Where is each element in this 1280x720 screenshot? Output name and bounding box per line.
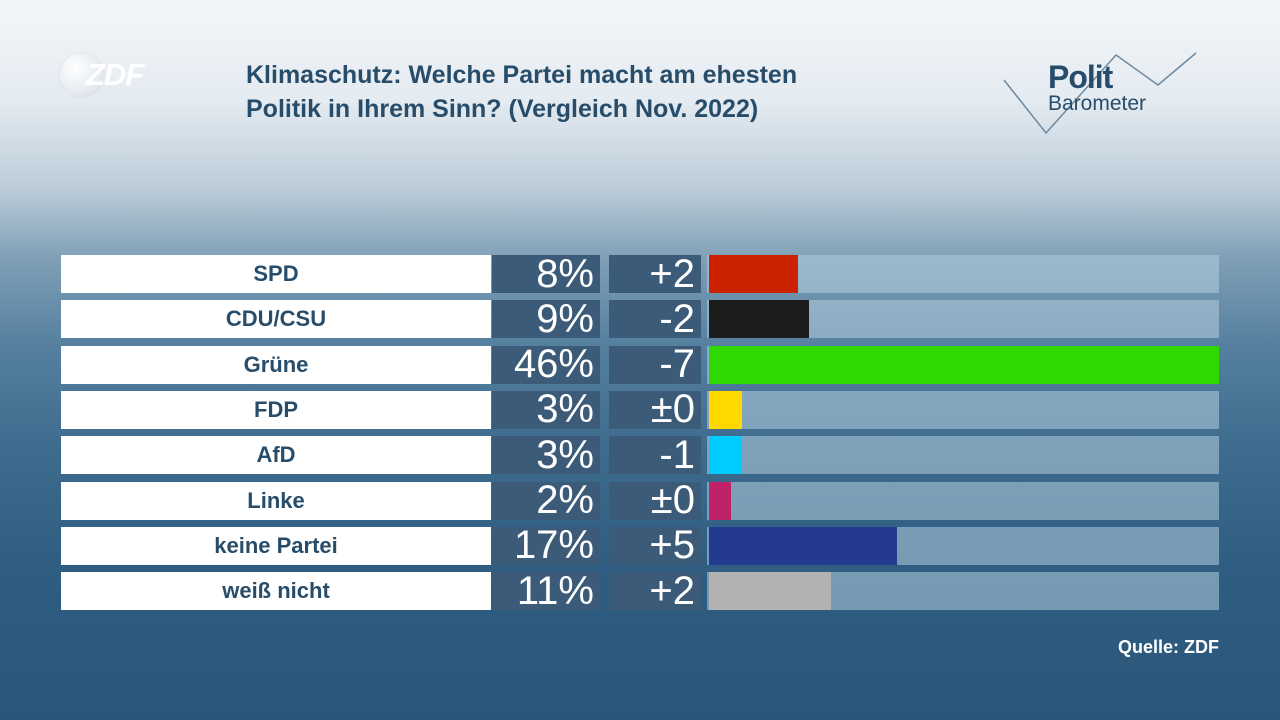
value-label: 9% bbox=[492, 297, 600, 341]
category-label: Linke bbox=[61, 481, 491, 520]
value-label: 2% bbox=[492, 478, 600, 522]
politbarometer-polit: Polit bbox=[1048, 59, 1113, 95]
bar bbox=[709, 300, 809, 339]
category-label: keine Partei bbox=[61, 526, 491, 565]
change-label: -7 bbox=[609, 342, 701, 386]
bar-track bbox=[707, 436, 1219, 475]
chart-row: FDP 3% ±0 bbox=[61, 387, 1221, 431]
value-label: 3% bbox=[492, 433, 600, 477]
bar bbox=[709, 572, 831, 611]
zdf-logo: ZDF bbox=[60, 52, 170, 98]
category-label: Grüne bbox=[61, 345, 491, 384]
chart-row: SPD 8% +2 bbox=[61, 252, 1221, 296]
category-label: AfD bbox=[61, 436, 491, 475]
category-label: SPD bbox=[61, 255, 491, 293]
bar bbox=[709, 255, 798, 293]
zdf-logo-disc bbox=[60, 53, 104, 97]
chart-row: keine Partei 17% +5 bbox=[61, 523, 1221, 567]
chart-title: Klimaschutz: Welche Partei macht am ehes… bbox=[246, 58, 966, 126]
chart-row: AfD 3% -1 bbox=[61, 433, 1221, 477]
chart-title-line-1: Klimaschutz: Welche Partei macht am ehes… bbox=[246, 61, 798, 89]
value-label: 17% bbox=[492, 523, 600, 567]
category-label: weiß nicht bbox=[61, 572, 491, 611]
bar-track bbox=[707, 390, 1219, 429]
change-label: +2 bbox=[609, 252, 701, 296]
value-label: 3% bbox=[492, 387, 600, 431]
bar-track bbox=[707, 481, 1219, 520]
zdf-logo-text: ZDF bbox=[86, 57, 144, 92]
change-label: -2 bbox=[609, 297, 701, 341]
value-label: 46% bbox=[492, 342, 600, 386]
bar bbox=[709, 436, 743, 475]
bar-track bbox=[707, 255, 1219, 293]
bar-track bbox=[707, 345, 1219, 384]
bar bbox=[709, 390, 743, 429]
change-label: ±0 bbox=[609, 387, 701, 431]
chart-row: Grüne 46% -7 bbox=[61, 342, 1221, 386]
chart-row: Linke 2% ±0 bbox=[61, 478, 1221, 522]
politbarometer-zigzag-icon bbox=[1003, 52, 1197, 135]
bar-chart: SPD 8% +2 CDU/CSU 9% -2 Grüne 46% -7 FDP 3% ±0 AfD 3%… bbox=[61, 252, 1221, 613]
category-label: CDU/CSU bbox=[61, 300, 491, 339]
source-label: Quelle: ZDF bbox=[1117, 637, 1219, 657]
bar-track bbox=[707, 572, 1219, 611]
bar-track bbox=[707, 300, 1219, 339]
value-label: 8% bbox=[492, 252, 600, 296]
bar bbox=[709, 345, 1219, 384]
change-label: ±0 bbox=[609, 478, 701, 522]
change-label: -1 bbox=[609, 433, 701, 477]
bar bbox=[709, 481, 732, 520]
value-label: 11% bbox=[492, 569, 600, 613]
chart-row: CDU/CSU 9% -2 bbox=[61, 297, 1221, 341]
chart-title-line-2: Politik in Ihrem Sinn? (Vergleich Nov. 2… bbox=[246, 95, 759, 123]
politbarometer-logo: Polit Barometer bbox=[1000, 45, 1210, 140]
change-label: +5 bbox=[609, 523, 701, 567]
chart-row: weiß nicht 11% +2 bbox=[61, 569, 1221, 613]
change-label: +2 bbox=[609, 569, 701, 613]
bar bbox=[709, 526, 898, 565]
politbarometer-barometer: Barometer bbox=[1048, 92, 1147, 115]
bar-track bbox=[707, 526, 1219, 565]
category-label: FDP bbox=[61, 390, 491, 429]
